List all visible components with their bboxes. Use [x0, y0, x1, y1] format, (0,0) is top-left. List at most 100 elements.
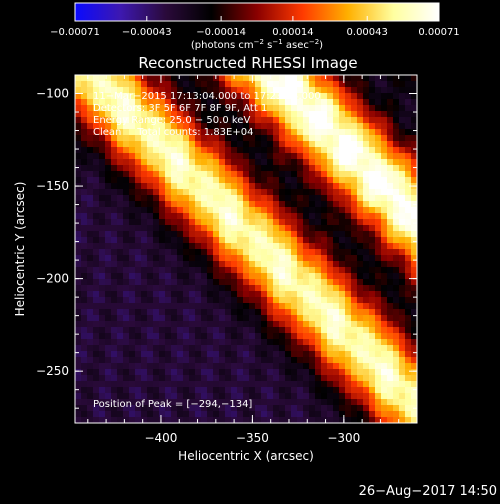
heatmap-cell [345, 99, 352, 106]
heatmap-cell [303, 309, 310, 316]
heatmap-cell [303, 111, 310, 118]
heatmap-cell [123, 75, 130, 82]
heatmap-cell [261, 363, 268, 370]
heatmap-cell [399, 159, 406, 166]
heatmap-cell [351, 207, 358, 214]
heatmap-cell [309, 171, 316, 178]
heatmap-cell [207, 117, 214, 124]
heatmap-cell [87, 345, 94, 352]
heatmap-cell [201, 183, 208, 190]
heatmap-cell [87, 201, 94, 208]
heatmap-cell [309, 129, 316, 136]
heatmap-cell [213, 363, 220, 370]
heatmap-cell [327, 243, 334, 250]
heatmap-cell [267, 147, 274, 154]
heatmap-cell [321, 267, 328, 274]
heatmap-cell [105, 321, 112, 328]
heatmap-cell [303, 375, 310, 382]
heatmap-cell [321, 171, 328, 178]
heatmap-cell [315, 267, 322, 274]
heatmap-cell [273, 195, 280, 202]
heatmap-cell [303, 177, 310, 184]
heatmap-cell [141, 105, 148, 112]
heatmap-cell [183, 117, 190, 124]
heatmap-cell [129, 201, 136, 208]
heatmap-cell [297, 345, 304, 352]
heatmap-cell [279, 351, 286, 358]
heatmap-cell [75, 267, 82, 274]
heatmap-cell [279, 81, 286, 88]
heatmap-cell [405, 87, 412, 94]
heatmap-cell [195, 339, 202, 346]
heatmap-cell [261, 309, 268, 316]
heatmap-cell [405, 123, 412, 130]
heatmap-cell [303, 369, 310, 376]
heatmap-cell [375, 177, 382, 184]
heatmap-cell [297, 93, 304, 100]
heatmap-cell [93, 123, 100, 130]
heatmap-cell [309, 147, 316, 154]
heatmap-cell [93, 315, 100, 322]
heatmap-cell [111, 357, 118, 364]
heatmap-cell [339, 339, 346, 346]
heatmap-cell [315, 243, 322, 250]
heatmap-cell [195, 153, 202, 160]
heatmap-cell [249, 351, 256, 358]
heatmap-cell [255, 357, 262, 364]
heatmap-cell [381, 159, 388, 166]
heatmap-cell [183, 249, 190, 256]
heatmap-cell [231, 99, 238, 106]
heatmap-cell [357, 207, 364, 214]
heatmap-cell [297, 207, 304, 214]
heatmap-cell [201, 75, 208, 82]
heatmap-cell [279, 93, 286, 100]
heatmap-cell [261, 243, 268, 250]
heatmap-cell [351, 153, 358, 160]
heatmap-cell [165, 285, 172, 292]
heatmap-cell [135, 399, 142, 406]
heatmap-cell [231, 159, 238, 166]
heatmap-cell [309, 219, 316, 226]
heatmap-cell [333, 375, 340, 382]
heatmap-cell [369, 363, 376, 370]
heatmap-cell [81, 285, 88, 292]
heatmap-cell [261, 213, 268, 220]
heatmap-cell [171, 309, 178, 316]
heatmap-cell [153, 255, 160, 262]
heatmap-cell [387, 327, 394, 334]
heatmap-cell [345, 135, 352, 142]
annotation-method: Clean Total counts: 1.83E+04 [93, 127, 253, 138]
heatmap-cell [381, 105, 388, 112]
heatmap-cell [363, 75, 370, 82]
heatmap-cell [195, 375, 202, 382]
heatmap-cell [129, 249, 136, 256]
heatmap-cell [111, 393, 118, 400]
heatmap-cell [219, 111, 226, 118]
heatmap-cell [249, 93, 256, 100]
heatmap-cell [189, 111, 196, 118]
heatmap-cell [243, 93, 250, 100]
heatmap-cell [231, 201, 238, 208]
heatmap-cell [75, 141, 82, 148]
heatmap-cell [135, 147, 142, 154]
heatmap-cell [345, 339, 352, 346]
heatmap-cell [135, 255, 142, 262]
heatmap-cell [75, 261, 82, 268]
heatmap-cell [189, 303, 196, 310]
heatmap-cell [117, 177, 124, 184]
heatmap-cell [231, 243, 238, 250]
heatmap-cell [363, 147, 370, 154]
heatmap-cell [321, 375, 328, 382]
heatmap-cell [327, 405, 334, 412]
heatmap-cell [225, 81, 232, 88]
colorbar: −0.00071 −0.00043 −0.00014 0.00014 0.00043 0.… [50, 2, 460, 51]
heatmap-cell [111, 351, 118, 358]
heatmap-cell [291, 81, 298, 88]
heatmap-cell [135, 279, 142, 286]
heatmap-cell [231, 213, 238, 220]
heatmap-cell [87, 405, 94, 412]
heatmap-cell [327, 333, 334, 340]
heatmap-cell [363, 303, 370, 310]
heatmap-cell [363, 243, 370, 250]
heatmap-cell [219, 381, 226, 388]
